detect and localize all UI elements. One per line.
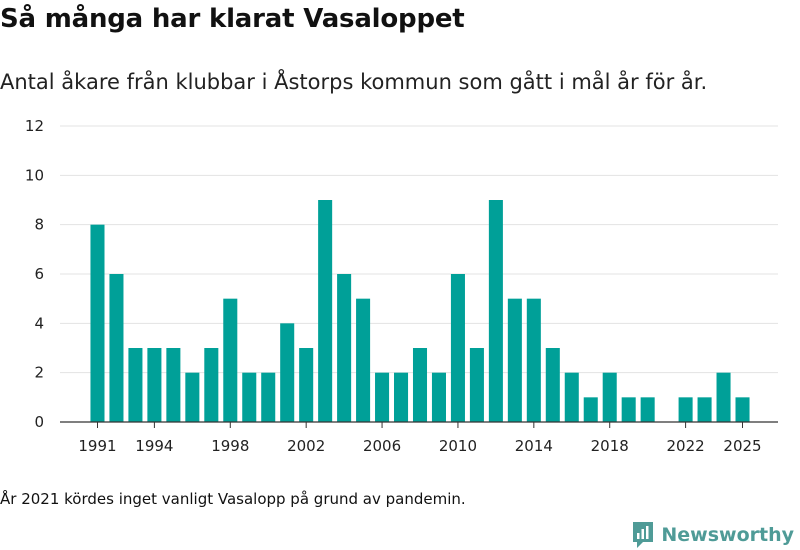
bar-1991	[90, 224, 105, 422]
bar-2016	[564, 372, 579, 422]
bar-2017	[583, 397, 598, 422]
newsworthy-icon	[633, 522, 654, 548]
bar-2009	[431, 372, 446, 422]
bar-2019	[621, 397, 636, 422]
y-tick-label: 0	[34, 413, 44, 431]
bar-2018	[602, 372, 617, 422]
bar-2011	[469, 348, 484, 422]
x-tick-label: 2010	[439, 437, 477, 455]
bar-2012	[488, 200, 503, 422]
bar-1993	[128, 348, 143, 422]
x-tick-label: 1998	[211, 437, 249, 455]
bars	[90, 200, 750, 422]
bar-chart: 0 2 4 6 8 10 12 1991 1994 1998 2002 2006 2010 2014 201…	[25, 117, 778, 455]
bar-1992	[109, 274, 124, 422]
bar-2008	[412, 348, 428, 422]
bar-2005	[356, 298, 371, 422]
bar-2006	[375, 372, 390, 422]
axes: 0 2 4 6 8 10 12 1991 1994 1998 2002 2006 2010 2014 201…	[25, 117, 778, 455]
x-tick-label: 1991	[78, 437, 116, 455]
x-tick-label: 2018	[591, 437, 629, 455]
x-tick-label: 1994	[135, 437, 173, 455]
bar-2001	[280, 323, 295, 422]
bar-2000	[261, 372, 276, 422]
x-tick-label: 2025	[723, 437, 761, 455]
newsworthy-logo: Newsworthy	[631, 520, 794, 550]
brand-name: Newsworthy	[661, 524, 794, 546]
bar-2024	[716, 372, 731, 422]
x-tick-label: 2002	[287, 437, 325, 455]
y-tick-label: 10	[25, 166, 44, 184]
bar-2025	[735, 397, 750, 422]
x-tick-label: 2006	[363, 437, 401, 455]
bar-2013	[507, 298, 522, 422]
x-tick-label: 2014	[515, 437, 553, 455]
bar-2004	[337, 274, 352, 422]
bar-1995	[166, 348, 181, 422]
grid-lines	[60, 125, 778, 374]
bar-2022	[678, 397, 693, 422]
bar-2014	[526, 298, 541, 422]
bar-2023	[697, 397, 712, 422]
x-tick-label: 2022	[667, 437, 705, 455]
bar-2002	[299, 348, 314, 422]
bar-2003	[318, 200, 333, 422]
bar-2020	[640, 397, 655, 422]
footnote: År 2021 kördes inget vanligt Vasalopp på…	[0, 490, 466, 508]
chart-title: Så många har klarat Vasaloppet	[0, 4, 465, 34]
y-tick-label: 12	[25, 117, 44, 135]
bar-1996	[185, 372, 200, 422]
y-tick-label: 8	[34, 216, 44, 234]
y-tick-label: 6	[34, 265, 44, 283]
y-tick-label: 2	[34, 364, 44, 382]
bar-2007	[394, 372, 409, 422]
bar-1998	[223, 298, 238, 422]
bar-1997	[204, 348, 219, 422]
chart-subtitle: Antal åkare från klubbar i Åstorps kommu…	[0, 70, 708, 94]
bar-1994	[147, 348, 162, 422]
bar-1999	[242, 372, 257, 422]
bar-2015	[545, 348, 560, 422]
y-tick-label: 4	[34, 314, 44, 332]
bar-2010	[450, 274, 465, 422]
